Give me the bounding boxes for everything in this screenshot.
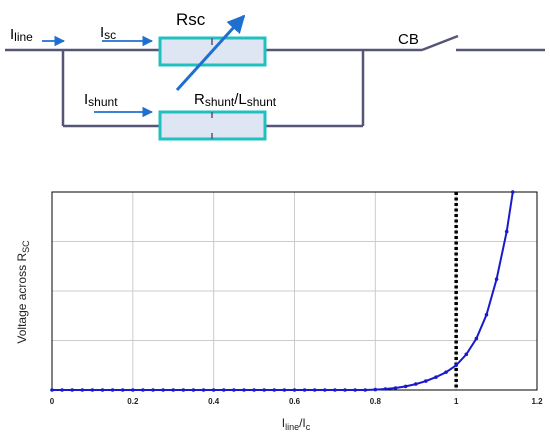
data-point <box>353 388 357 392</box>
data-point <box>120 388 125 392</box>
data-point <box>171 388 176 392</box>
rsc-label: Rsc <box>176 10 206 29</box>
shunt-resistor-label: Rshunt/Lshunt <box>194 91 277 109</box>
data-point <box>80 388 85 392</box>
line-current-label: Iline <box>10 26 33 44</box>
x-tick-label: 0.2 <box>127 397 139 406</box>
data-point <box>393 386 398 390</box>
sc-current-label: Isc <box>100 24 116 42</box>
data-point <box>90 388 95 392</box>
series-points <box>50 190 515 392</box>
data-point <box>191 388 196 392</box>
data-point <box>474 336 479 341</box>
data-point <box>232 388 236 392</box>
x-tick-label: 1.2 <box>531 397 543 406</box>
data-point <box>211 388 216 392</box>
data-point <box>141 388 145 392</box>
data-point <box>100 388 105 392</box>
voltage-chart: 0 0.2 0.4 0.6 0.8 1 1.2 Iline/Ic Voltage acros… <box>15 190 543 432</box>
data-point <box>262 388 266 392</box>
data-point <box>494 277 499 281</box>
data-point <box>424 379 428 383</box>
data-point <box>434 375 438 379</box>
data-point <box>323 388 327 392</box>
data-point <box>510 190 515 194</box>
x-tick-label: 0.8 <box>370 397 382 406</box>
data-point <box>151 388 155 392</box>
data-point <box>60 388 64 392</box>
data-point <box>373 387 378 392</box>
data-point <box>161 388 165 392</box>
data-point <box>464 352 469 357</box>
data-point <box>302 388 307 392</box>
data-point <box>242 388 246 392</box>
data-point <box>484 312 489 317</box>
data-point <box>413 382 418 386</box>
data-point <box>383 387 388 391</box>
x-tick-label: 0 <box>50 397 55 406</box>
data-point <box>343 388 347 392</box>
data-point <box>454 363 458 368</box>
shunt-current-label: Ishunt <box>84 91 118 109</box>
x-axis-label: Iline/Ic <box>282 416 311 432</box>
data-point <box>282 388 287 392</box>
y-axis-label: Voltage across RSC <box>15 240 31 344</box>
data-point <box>444 370 448 374</box>
x-tick-label: 0.4 <box>208 397 220 406</box>
data-point <box>252 388 256 392</box>
data-point <box>403 384 408 389</box>
data-point <box>504 229 509 234</box>
data-point <box>292 388 297 392</box>
data-point <box>70 388 75 392</box>
data-point <box>312 388 317 392</box>
variable-resistor-arrow-icon <box>175 14 246 92</box>
data-point <box>333 388 337 392</box>
chart-grid <box>52 192 537 390</box>
data-point <box>201 388 206 392</box>
data-point <box>131 388 135 392</box>
data-point <box>363 388 368 392</box>
x-axis-ticks: 0 0.2 0.4 0.6 0.8 1 1.2 <box>50 397 543 406</box>
x-tick-label: 0.6 <box>289 397 301 406</box>
x-tick-label: 1 <box>454 397 459 406</box>
circuit-breaker-switch-icon <box>421 34 459 52</box>
data-point <box>272 388 277 392</box>
circuit-breaker-label: CB <box>398 31 419 48</box>
circuit-diagram: Iline Isc Rsc Ishunt Rshunt/Lshunt CB <box>5 10 545 141</box>
data-point <box>181 388 186 392</box>
data-point <box>50 388 54 392</box>
data-point <box>110 388 115 392</box>
data-point <box>221 388 226 392</box>
